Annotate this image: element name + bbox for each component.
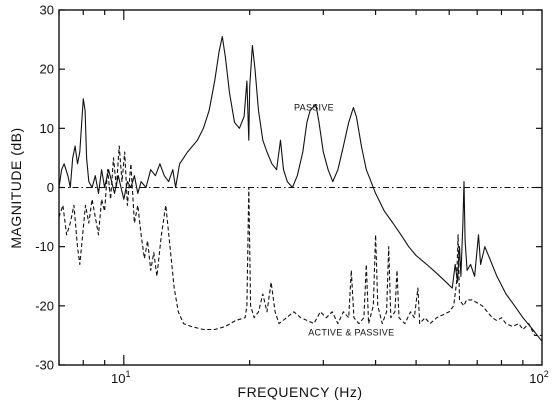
active-passive-series-line	[58, 145, 542, 336]
active-passive-annotation: ACTIVE & PASSIVE	[308, 327, 394, 337]
y-tick-label: -10	[35, 239, 54, 254]
series-layer	[58, 36, 543, 342]
x-tick-label: 102	[529, 369, 548, 386]
x-tick-label: 101	[111, 369, 130, 386]
x-axis-label: FREQUENCY (Hz)	[238, 384, 363, 400]
y-tick-label: 20	[40, 62, 54, 77]
y-tick-label: 30	[40, 3, 54, 18]
y-tick-label: -30	[35, 358, 54, 373]
annotation-layer: PASSIVE ACTIVE & PASSIVE	[294, 103, 394, 338]
passive-series-line	[58, 36, 543, 342]
passive-annotation: PASSIVE	[294, 103, 334, 113]
axis-ticks	[58, 9, 542, 366]
tick-labels: -30 -20 -10 0 10 20 30 101 102	[35, 3, 549, 387]
y-axis-label: MAGNITUDE (dB)	[8, 127, 24, 248]
y-tick-label: 0	[47, 180, 54, 195]
y-tick-label: -20	[35, 298, 54, 313]
y-tick-label: 10	[40, 121, 54, 136]
